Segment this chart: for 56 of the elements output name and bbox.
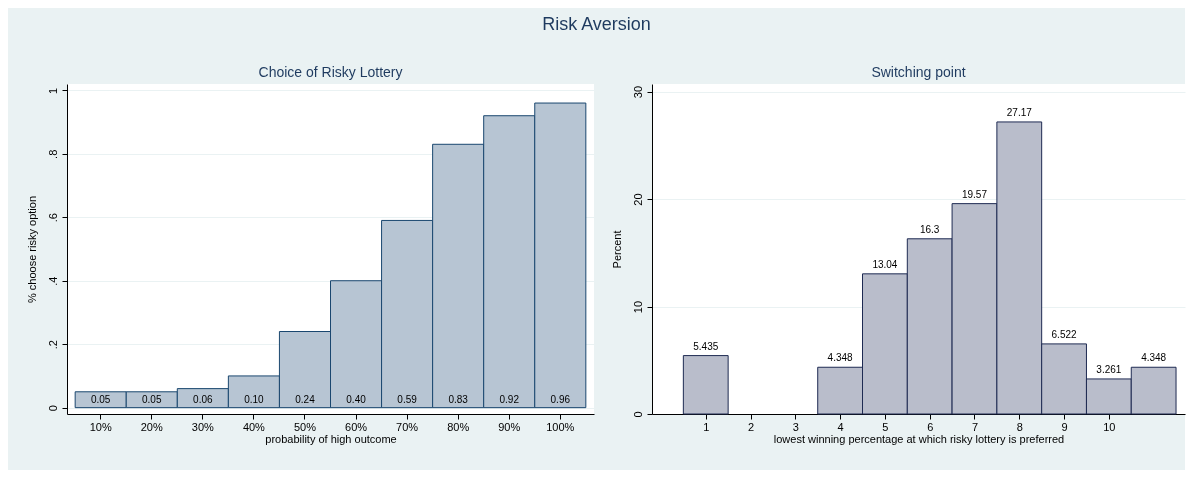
x-tick-label: 10	[1103, 420, 1116, 433]
x-tick-label: 3	[792, 420, 799, 433]
x-axis-title: lowest winning percentage at which risky lottery is preferred	[773, 432, 1065, 445]
data-label: 0.06	[193, 393, 213, 405]
x-tick-label: 7	[971, 420, 979, 433]
y-tick-label: 0	[631, 411, 644, 418]
x-tick-label: 90%	[498, 420, 521, 433]
x-tick-label: 10%	[89, 420, 112, 433]
x-tick-label: 80%	[447, 420, 470, 433]
y-axis-title: % choose risky option	[25, 196, 38, 303]
y-tick-label: 10	[631, 300, 644, 314]
x-tick-label: 5	[882, 420, 889, 433]
data-label: 27.17	[1006, 106, 1033, 118]
data-label: 0.05	[142, 393, 162, 405]
x-tick-label: 8	[1016, 420, 1023, 433]
chart-title: Switching point	[871, 64, 966, 80]
x-tick-label: 50%	[293, 420, 317, 433]
data-label: 6.522	[1051, 328, 1078, 340]
y-tick-label: 30	[631, 85, 644, 99]
x-tick-label: 40%	[242, 420, 266, 433]
data-label: 3.261	[1096, 363, 1122, 375]
text: Risk Aversion	[541, 14, 652, 35]
data-label: 0.24	[295, 393, 316, 405]
y-tick-label: .6	[46, 213, 59, 223]
x-tick-label: 100%	[546, 420, 575, 433]
x-tick-label: 20%	[140, 420, 163, 433]
x-axis-title: probability of high outcome	[265, 432, 397, 445]
data-label: 0.40	[346, 393, 367, 405]
data-label: 16.3	[919, 223, 940, 235]
x-tick-label: 1	[703, 420, 710, 433]
y-tick-label: 0	[46, 405, 59, 412]
data-label: 4.348	[827, 352, 854, 364]
data-label: 0.92	[499, 393, 520, 405]
x-tick-label: 70%	[396, 420, 419, 433]
x-tick-label: 30%	[191, 420, 215, 433]
y-tick-label: .4	[46, 276, 59, 286]
data-label: 0.96	[550, 393, 571, 405]
x-tick-label: 60%	[345, 420, 368, 433]
y-tick-label: 20	[631, 193, 644, 206]
data-label: 4.348	[1141, 352, 1167, 364]
x-tick-label: 6	[927, 420, 934, 433]
y-tick-label: .2	[46, 340, 59, 350]
y-tick-label: 1	[46, 87, 59, 94]
chart-title: Choice of Risky Lottery	[258, 64, 403, 80]
y-axis-title: Percent	[610, 230, 623, 269]
y-tick-label: .8	[46, 149, 59, 159]
data-label: 19.57	[961, 188, 988, 200]
data-label: 0.05	[90, 393, 111, 405]
data-label: 0.59	[397, 393, 418, 405]
data-label: 0.83	[448, 393, 469, 405]
data-label: 13.04	[872, 258, 898, 270]
data-label: 5.435	[693, 340, 719, 352]
data-label: 0.10	[244, 393, 265, 405]
x-tick-label: 4	[837, 420, 844, 433]
x-tick-label: 2	[747, 420, 755, 433]
x-tick-label: 9	[1061, 420, 1068, 433]
